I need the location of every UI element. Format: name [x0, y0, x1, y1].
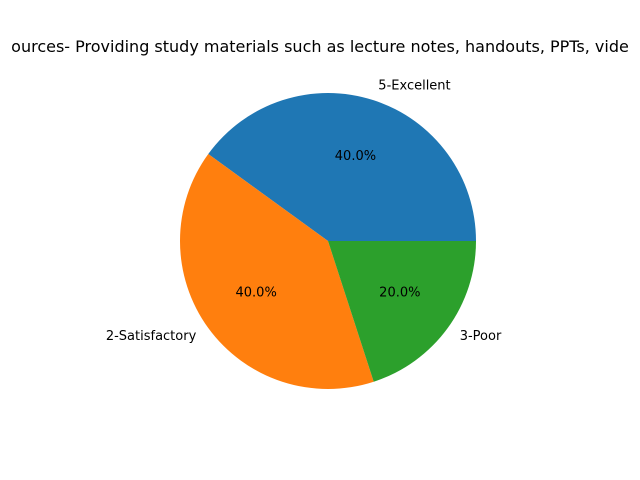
- pie-slice-3-poor: [328, 241, 476, 382]
- slice-label: 5-Excellent: [378, 79, 450, 94]
- pie-slice-5-excellent: [208, 92, 477, 241]
- slice-percent-label: 40.0%: [236, 286, 277, 301]
- chart-title: ources- Providing study materials such a…: [11, 37, 629, 56]
- slice-label: 2-Satisfactory: [106, 329, 197, 344]
- slice-percent-label: 20.0%: [379, 286, 420, 301]
- pie-slice-2-satisfactory: [179, 154, 374, 390]
- slice-percent-label: 40.0%: [335, 149, 376, 164]
- pie-labels: 5-Excellent 40.0% 2-Satisfactory 40.0% 3-Poo…: [106, 79, 502, 345]
- pie-slices: [179, 92, 477, 390]
- slice-label: 3-Poor: [460, 329, 502, 344]
